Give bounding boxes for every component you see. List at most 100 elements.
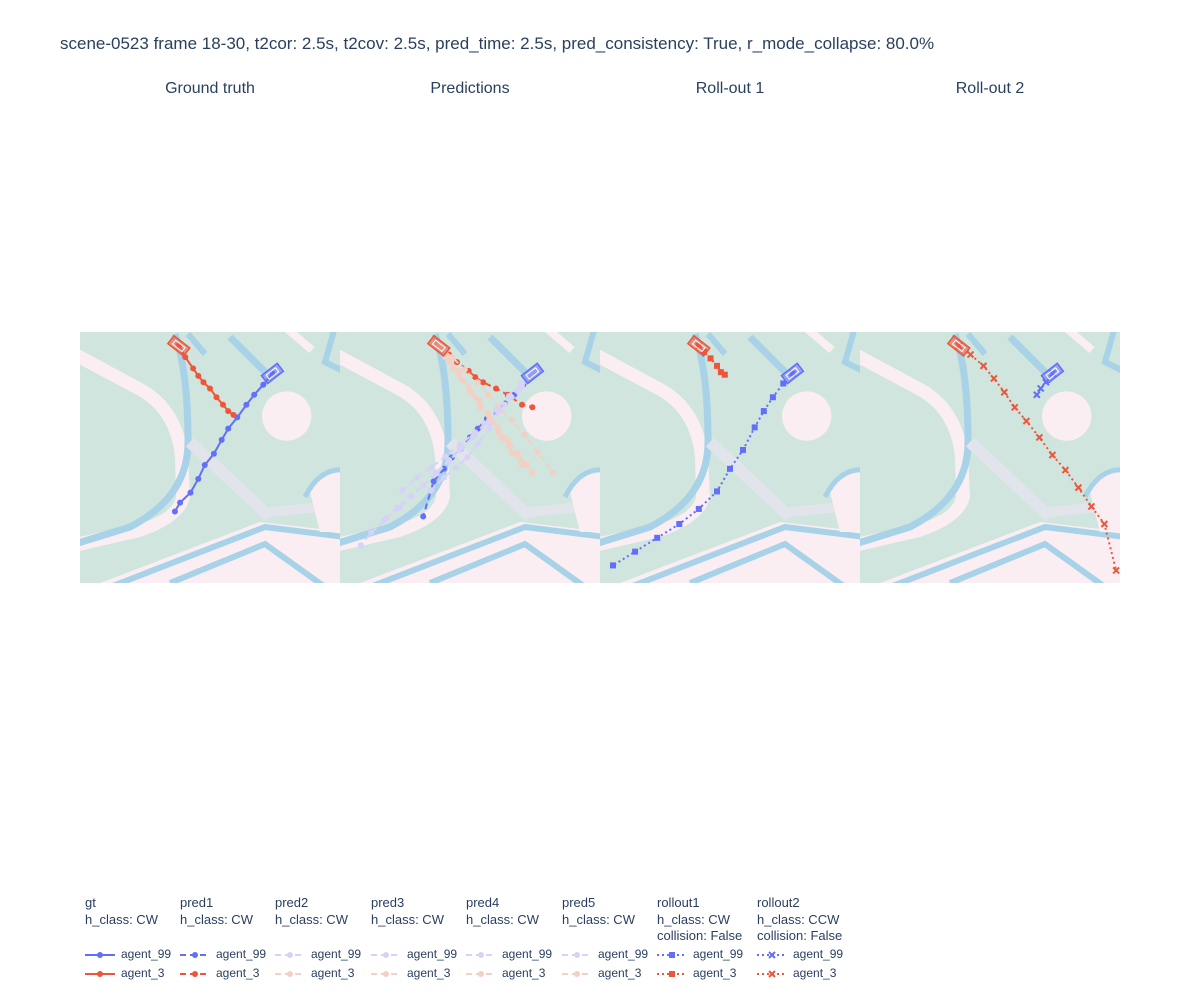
lane-border-right [822,467,860,499]
pred2-agent_99-point [464,454,471,461]
legend-item-pred2-agent_99[interactable]: agent_99 [275,945,361,964]
gt-agent_3-point [195,372,202,379]
legend-item-label: agent_99 [598,947,649,962]
pred1-agent_3-point [519,401,525,408]
pred5-agent_99-point [519,382,525,389]
legend-group-title: gt h_class: CW [85,895,158,928]
legend-item-gt-agent_3[interactable]: agent_3 [85,964,164,983]
pred5-agent_99-point [472,431,479,438]
rollout1-agent_3-point [717,369,724,376]
legend-item-pred2-agent_3[interactable]: agent_3 [275,964,354,983]
legend-group-title: pred1 h_class: CW [180,895,253,928]
rollout2-agent_3-point [966,350,975,359]
legend-group-pred2[interactable]: pred2 h_class: CW agent_99 agent_3 [275,895,361,980]
agent_99-vehicle [780,362,805,385]
lane-border-right [562,467,600,499]
gt-agent_3-point [225,408,232,415]
legend-group-pred3[interactable]: pred3 h_class: CW agent_99 agent_3 [371,895,457,980]
legend-item-rollout1-agent_99[interactable]: agent_99 [657,945,743,964]
crosswalk [705,437,795,522]
legend-item-rollout1-agent_3[interactable]: agent_3 [657,964,736,983]
agent_3-vehicle-marking [691,339,706,353]
legend-group-pred4[interactable]: pred4 h_class: CW agent_99 agent_3 [466,895,552,980]
agent_99-vehicle-body [780,362,805,385]
legend-group-title: pred4 h_class: CW [466,895,539,928]
pred3-agent_3-point [524,462,531,469]
legend-group-pred5[interactable]: pred5 h_class: CW agent_99 agent_3 [562,895,648,980]
legend-group-title-line: pred4 [466,895,500,910]
legend-item-pred3-agent_99[interactable]: agent_99 [371,945,457,964]
gt-agent_3-point [220,401,226,408]
gt-agent_99-point [218,436,225,443]
legend-item-pred3-agent_3[interactable]: agent_3 [371,964,450,983]
legend-item-pred4-agent_99[interactable]: agent_99 [466,945,552,964]
legend-item-pred1-agent_99[interactable]: agent_99 [180,945,266,964]
gt-agent_99-point [225,425,232,432]
pred2-agent_3-point [534,449,541,456]
legend-group-title: pred3 h_class: CW [371,895,444,928]
rollout1-agent_99-point [740,446,746,453]
legend-group-gt[interactable]: gt h_class: CW agent_99 agent_3 [85,895,171,980]
crosswalk [185,437,275,522]
crosswalk-right [269,502,321,517]
legend-item-label: agent_3 [502,966,546,981]
pred2-agent_3-point [474,379,481,386]
lane-border-lower [632,523,860,583]
pred5-agent_99-point [433,469,440,476]
legend-item-pred4-agent_3[interactable]: agent_3 [466,964,545,983]
lane-border-arc [600,332,712,547]
gt-agent_3-line [177,345,234,416]
rollout2-agent_3-point [1000,388,1009,396]
pred4-agent_99-point [399,487,406,494]
center-roundel [782,391,832,441]
legend-group-title: pred2 h_class: CW [275,895,348,928]
pred3-agent_3-point [476,396,483,403]
pred2-agent_99-point [428,487,434,494]
agent_3-vehicle-body [166,334,191,357]
pred2-agent_3-line [438,345,554,474]
legend-item-label: agent_99 [121,947,172,962]
legend-item-label: agent_3 [793,966,837,981]
legend-item-gt-agent_99[interactable]: agent_99 [85,945,171,964]
pred5-agent_3-point [495,429,502,436]
pred2-agent_3-point [521,431,528,438]
map-background [600,332,860,583]
legend-item-rollout2-agent_99[interactable]: agent_99 [757,945,843,964]
legend-item-pred5-agent_99[interactable]: agent_99 [562,945,648,964]
gt-agent_3-point [230,411,237,418]
road-area [80,364,176,537]
legend-swatch [85,951,115,958]
legend-group-rollout1[interactable]: rollout1 h_class: CW collision: False agent… [657,895,743,980]
legend-group-title-line: h_class: CW [657,911,730,927]
legend-group-pred1[interactable]: pred1 h_class: CW agent_99 agent_3 [180,895,266,980]
pred5-agent_99-point [459,444,466,451]
gt-agent_99-point [171,508,178,515]
rollout2-agent_3-point [1010,403,1019,412]
pred5-agent_3-point [529,469,536,476]
lane-border-lower [372,523,600,583]
pred1-agent_99-point [420,513,427,520]
pred4-agent_99-point [428,464,434,471]
rollout1-agent_3-point [714,362,720,369]
legend-swatch [275,951,305,958]
agent_3-vehicle-body [686,334,711,357]
legend-item-pred1-agent_3[interactable]: agent_3 [180,964,259,983]
sidewalk-upper [544,332,575,354]
legend-item-pred5-agent_3[interactable]: agent_3 [562,964,641,983]
pred1-agent_3-point [493,385,499,392]
pred5-agent_3-point [459,376,466,383]
legend-group-title-line: h_class: CW [371,911,444,927]
legend-swatch [275,970,305,977]
rollout1-agent_99-point [654,534,661,541]
legend-item-rollout2-agent_3[interactable]: agent_3 [757,964,836,983]
chart-title: scene-0523 frame 18-30, t2cor: 2.5s, t2c… [60,34,935,53]
right-sidewalk [570,471,600,532]
legend-group-title-line: pred2 [275,895,309,910]
crosswalk [445,437,535,522]
legend-group-title-line: rollout2 [757,895,800,910]
pred2-agent_99-point [441,474,447,481]
legend-swatch [562,970,592,977]
sidewalk-upper [284,332,315,354]
rollout1-agent_99-point [610,562,616,569]
legend-group-rollout2[interactable]: rollout2 h_class: CCW collision: False agen… [757,895,843,980]
